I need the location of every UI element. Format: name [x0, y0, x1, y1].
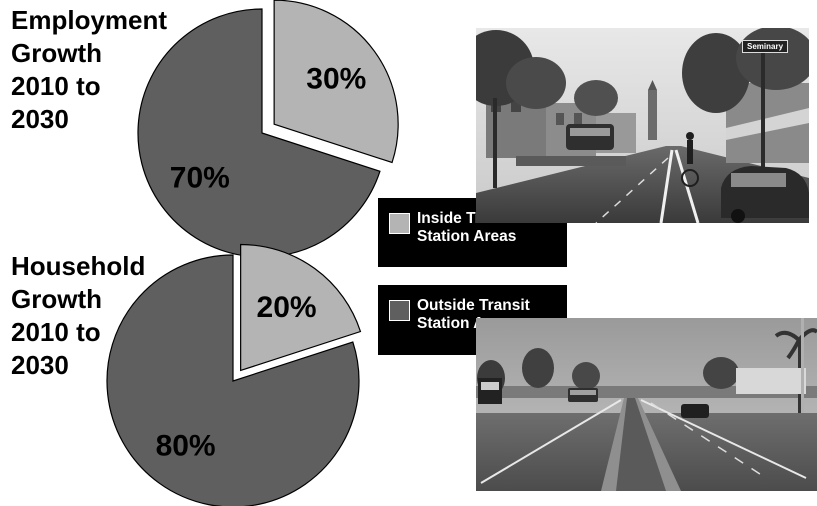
outside-slice [137, 8, 381, 258]
title-line: 2010 to [11, 71, 101, 101]
transit-street-illustration [476, 28, 809, 223]
legend-line: Outside Transit [417, 297, 530, 314]
slice-percent-label: 80% [156, 430, 216, 463]
legend-line: Station Areas [417, 228, 517, 245]
street-sign: Seminary [742, 40, 789, 53]
employment-pie: 30% 70% [137, 0, 399, 258]
title-line: 2030 [11, 350, 69, 380]
slice-percent-label: 20% [257, 291, 317, 324]
boulevard-photo [476, 318, 817, 491]
legend-swatch-outside [389, 300, 410, 321]
slice-percent-label: 70% [170, 162, 230, 195]
transit-street-photo: Seminary [476, 28, 809, 223]
title-line: Employment [11, 5, 168, 35]
title-line: Growth [11, 38, 102, 68]
boulevard-illustration [476, 318, 817, 491]
slice-percent-label: 30% [306, 62, 366, 95]
legend-swatch-inside [389, 213, 410, 234]
household-pie: 20% 80% [106, 243, 362, 506]
title-line: 2010 to [11, 317, 101, 347]
title-line: Growth [11, 284, 102, 314]
outside-slice [106, 254, 360, 506]
inside-slice [240, 243, 362, 372]
inside-slice [273, 0, 399, 164]
employment-growth-title: Employment Growth 2010 to 2030 [11, 4, 167, 136]
household-growth-title: Household Growth 2010 to 2030 [11, 250, 145, 382]
title-line: Household [11, 251, 146, 281]
title-line: 2030 [11, 104, 69, 134]
